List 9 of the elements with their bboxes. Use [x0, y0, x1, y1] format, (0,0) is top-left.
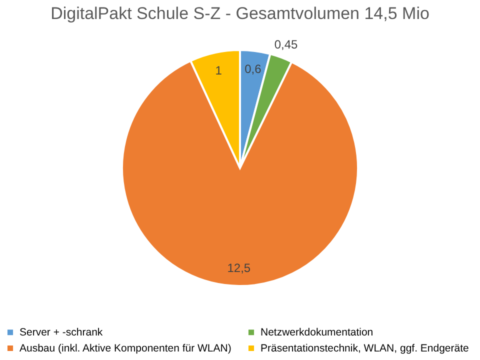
- data-label: 1: [215, 63, 222, 78]
- legend-label: Präsentationstechnik, WLAN, ggf. Endgeräte: [260, 342, 470, 354]
- legend-label: Netzwerkdokumentation: [260, 326, 374, 338]
- legend-label: Server + -schrank: [20, 326, 104, 338]
- data-label: 12,5: [227, 260, 251, 275]
- data-label: 0,6: [244, 62, 262, 76]
- chart-title: DigitalPakt Schule S-Z - Gesamtvolumen 14,5 Mio: [50, 4, 430, 23]
- data-label: 0,45: [274, 37, 298, 52]
- legend-label: Ausbau (inkl. Aktive Komponenten für WLAN): [20, 342, 232, 354]
